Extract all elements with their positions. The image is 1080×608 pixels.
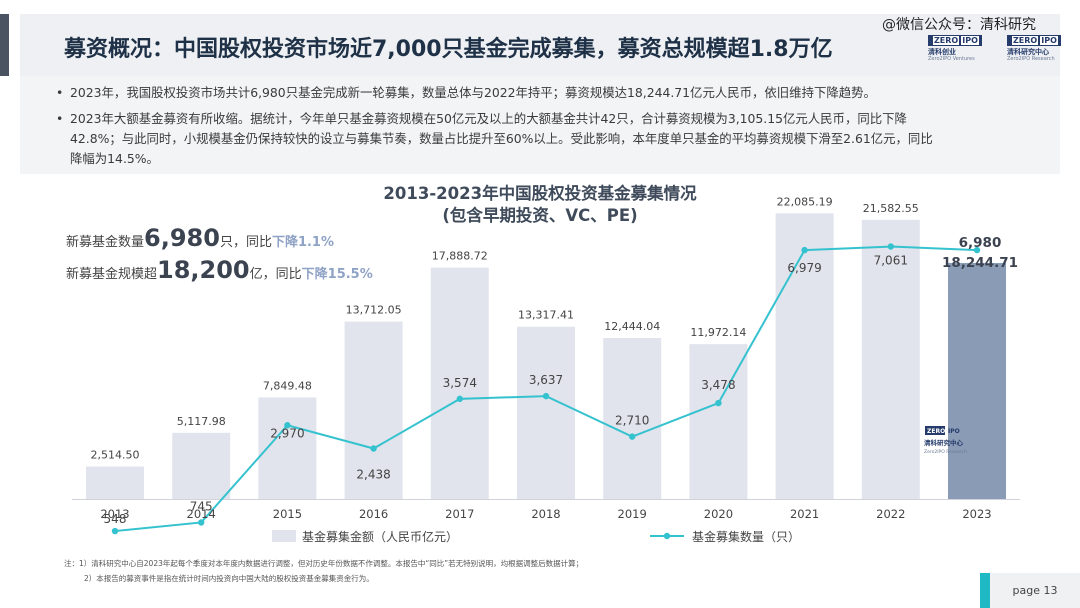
x-tick-label-2020: 2020 — [704, 507, 733, 521]
legend-line-label: 基金募集数量（只） — [692, 529, 800, 544]
bar-value-label-2020: 11,972.14 — [690, 326, 746, 339]
title-bar — [20, 14, 1060, 76]
bar-2016 — [344, 321, 403, 499]
fund-count-unit: 只，同比 — [219, 235, 272, 250]
bar-2014 — [172, 432, 231, 499]
count-label-2021: 6,979 — [787, 261, 821, 275]
count-label-2015: 2,970 — [270, 426, 304, 440]
count-point-2019 — [629, 433, 636, 440]
count-label-2020: 3,478 — [701, 378, 735, 392]
watermark-text: @微信公众号：清科研究 — [882, 17, 1036, 33]
chart-logo-en: Zero2IPO Research — [924, 449, 967, 455]
chart-logo-zero: ZERO — [927, 428, 945, 435]
summary-bullet-2-line2: 42.8%；与此同时，小规模基金仍保持较快的设立与募集节奏，数量占比提升至60%… — [70, 131, 933, 146]
chart-logo-cn: 清科研究中心 — [924, 438, 964, 447]
x-tick-label-2019: 2019 — [618, 507, 647, 521]
bar-value-label-2015: 7,849.48 — [263, 379, 312, 392]
page-accent-bar — [980, 573, 990, 608]
x-tick-label-2015: 2015 — [273, 507, 302, 521]
count-point-2013 — [111, 527, 119, 535]
fund-size-prefix: 新募基金规模超 — [66, 267, 158, 282]
summary-bullet-2: 2023年大额基金募资有所收缩。据统计，今年单只基金募资规模在50亿元及以上的大… — [56, 109, 907, 129]
summary-panel: 2023年，我国股权投资市场共计6,980只基金完成新一轮募集，数量总体与202… — [20, 76, 1060, 174]
count-point-2022 — [887, 243, 894, 250]
page-number: page 13 — [990, 573, 1080, 608]
count-point-2016 — [370, 445, 377, 452]
summary-bullet-1: 2023年，我国股权投资市场共计6,980只基金完成新一轮募集，数量总体与202… — [56, 83, 876, 103]
count-point-2020 — [715, 399, 722, 407]
x-tick-label-2014: 2014 — [187, 507, 216, 521]
bar-value-label-2022: 21,582.55 — [863, 202, 919, 215]
bar-value-label-2021: 22,085.19 — [777, 195, 833, 208]
count-label-2023: 6,980 — [959, 235, 1002, 251]
summary-bullet-2-line3: 降幅为14.5%。 — [70, 151, 159, 166]
bar-2022 — [861, 219, 920, 500]
x-tick-label-2017: 2017 — [445, 507, 474, 521]
chart-title: 2013-2023年中国股权投资基金募集情况 — [383, 184, 697, 203]
zero2ipo-research-logo: ZERO IPO 清科研究中心 Zero2IPO Research — [1007, 35, 1061, 63]
count-point-2017 — [456, 395, 463, 403]
count-label-2016: 2,438 — [356, 467, 390, 481]
fund-size-change: 下降15.5% — [301, 267, 373, 282]
count-label-2022: 7,061 — [874, 254, 908, 268]
bar-2018 — [517, 326, 575, 499]
legend-line-marker — [663, 532, 671, 540]
fund-count-number: 6,980 — [144, 224, 220, 252]
bar-value-label-2019: 12,444.04 — [604, 320, 660, 333]
bar-value-label-2023: 18,244.71 — [942, 255, 1018, 271]
bar-value-label-2017: 17,888.72 — [432, 250, 488, 263]
x-tick-label-2018: 2018 — [531, 507, 560, 521]
page-title: 募资概况：中国股权投资市场近7,000只基金完成募集，募资总规模超1.8万亿 — [64, 37, 833, 62]
bar-2021 — [775, 213, 834, 499]
title-accent-bar — [0, 14, 9, 76]
x-tick-label-2013: 2013 — [100, 507, 129, 521]
bar-value-label-2018: 13,317.41 — [518, 309, 574, 322]
fund-raising-chart: 2,514.50 5,117.98 7,849.48 13,712.05 17,888.… — [72, 195, 1020, 544]
fund-count-change: 下降1.1% — [271, 235, 335, 250]
fund-size-unit: 亿，同比 — [249, 267, 302, 282]
footnote-1: 注：1）清科研究中心自2023年起每个季度对本年度内数据进行调整，但对历史年份数… — [64, 559, 584, 568]
x-tick-label-2021: 2021 — [790, 507, 819, 521]
bar-2017 — [430, 267, 489, 499]
fund-count-highlight: 新募基金数量6,980只，同比下降1.1% — [66, 224, 334, 252]
count-point-2021 — [801, 246, 808, 254]
legend-bar-label: 基金募集金额（人民币亿元） — [302, 529, 458, 544]
count-label-2018: 3,637 — [529, 373, 563, 387]
chart-subtitle: (包含早期投资、VC、PE) — [442, 206, 638, 225]
chart-logo-box — [925, 426, 945, 435]
bar-value-label-2016: 13,712.05 — [346, 304, 402, 317]
zero2ipo-ventures-logo: ZERO IPO 清科创业 Zero2IPO Ventures — [928, 35, 982, 63]
bar-value-label-2013: 2,514.50 — [91, 448, 140, 461]
x-tick-label-2016: 2016 — [359, 507, 388, 521]
count-point-2018 — [542, 392, 550, 400]
bar-value-label-2014: 5,117.98 — [177, 415, 226, 428]
count-label-2019: 2,710 — [615, 414, 649, 428]
bar-2013 — [86, 466, 144, 499]
chart-logo-ipo: IPO — [948, 428, 960, 435]
legend-bar-swatch — [272, 530, 296, 542]
fund-size-highlight: 新募基金规模超18,200亿，同比下降15.5% — [66, 256, 373, 284]
count-label-2014: 745 — [190, 499, 213, 513]
fund-size-number: 18,200 — [157, 256, 250, 284]
footnote-2: 2）本报告的募资事件是指在统计时间内投资向中国大陆的股权投资基金募集资金行为。 — [84, 574, 374, 583]
count-point-2023 — [973, 246, 981, 254]
bar-2019 — [603, 338, 662, 499]
count-label-2017: 3,574 — [443, 376, 477, 390]
count-label-2013: 548 — [104, 512, 127, 526]
x-tick-label-2022: 2022 — [876, 507, 905, 521]
bar-2023 — [948, 262, 1006, 499]
count-point-2014 — [198, 519, 205, 526]
x-tick-label-2023: 2023 — [962, 507, 991, 521]
count-point-2015 — [284, 422, 291, 429]
fund-count-prefix: 新募基金数量 — [66, 235, 145, 250]
